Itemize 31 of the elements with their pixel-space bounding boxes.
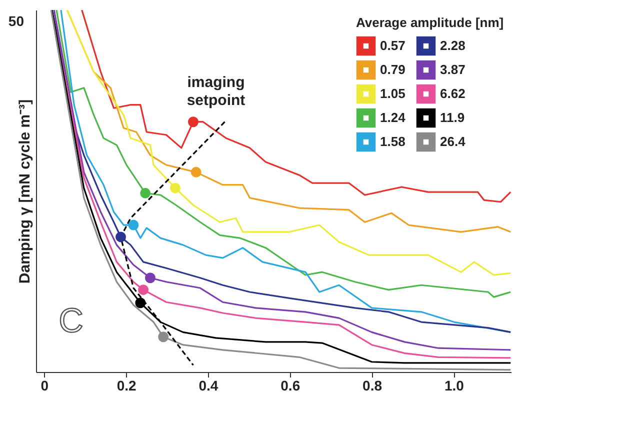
point <box>138 284 149 296</box>
legend-title: Average amplitude [nm] <box>356 15 504 30</box>
legend-label: 0.57 <box>380 38 406 53</box>
y-axis-title: Damping γ [mN cycle m⁻³] <box>16 99 34 284</box>
legend-label: 3.87 <box>440 62 466 77</box>
legend-label: 1.05 <box>380 86 406 101</box>
x-tick-label: 0 <box>40 378 49 394</box>
point <box>188 116 198 128</box>
legend-label: 1.24 <box>380 110 406 125</box>
x-tick-label: 0.8 <box>362 378 382 394</box>
legend-label: 26.4 <box>440 134 466 149</box>
x-tick-label: 1.0 <box>444 378 464 394</box>
annotation: C <box>58 302 84 340</box>
legend-label: 11.9 <box>440 110 465 125</box>
point <box>128 220 139 230</box>
annotation: imaging setpoint <box>186 74 246 109</box>
point <box>116 232 126 242</box>
point <box>145 272 156 284</box>
point <box>170 182 180 194</box>
x-tick-label: 0.4 <box>198 378 218 394</box>
text: 50 <box>8 13 24 29</box>
point <box>135 298 146 308</box>
legend-label: 0.79 <box>380 62 406 77</box>
legend-label: 6.62 <box>440 86 466 101</box>
x-tick-label: 0.2 <box>116 378 137 394</box>
point <box>158 332 169 342</box>
legend-label: 2.28 <box>440 38 466 53</box>
point <box>190 166 202 178</box>
x-tick-label: 0.6 <box>280 378 300 394</box>
legend-label: 1.58 <box>380 134 406 149</box>
point <box>140 188 151 198</box>
